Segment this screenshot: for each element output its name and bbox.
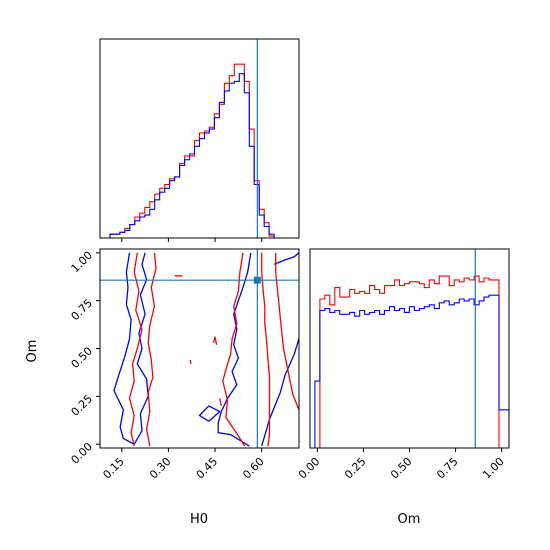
contour-red	[189, 359, 192, 364]
om-x-tick-label: 0.50	[388, 455, 415, 482]
om-hist-series-red	[314, 275, 509, 448]
joint-y-tick-label: 0.50	[69, 344, 96, 371]
xlabel-om: Om	[398, 512, 421, 527]
contour-red	[128, 252, 143, 447]
contour-blue	[198, 405, 221, 422]
om-hist-bars	[314, 275, 509, 448]
contour-red	[145, 252, 157, 447]
h0-hist-series-red	[100, 63, 299, 239]
joint-y-tick-label: 0.00	[69, 440, 96, 467]
contour-blue	[261, 336, 299, 447]
contour-red	[212, 336, 218, 345]
h0-om-joint-panel: 0.15 0.30 0.45 0.60 0.00 0.25 0.50 0.75 1.00	[69, 248, 300, 482]
contour-blue	[217, 252, 252, 447]
contour-blue	[273, 252, 299, 265]
joint-truth-marker	[253, 276, 261, 284]
contour-red	[222, 252, 246, 447]
om-marginal-panel: 0.00 0.25 0.50 0.75 1.00	[296, 248, 510, 482]
joint-x-tick-label: 0.45	[194, 455, 221, 482]
om-x-tick-label: 0.25	[342, 455, 369, 482]
joint-x-tick-label: 0.30	[147, 455, 174, 482]
om-x-tick-label: 0.00	[296, 455, 323, 482]
contour-red	[219, 398, 222, 407]
h0-hist-series-blue	[100, 73, 299, 239]
h0-hist-frame	[99, 38, 300, 239]
joint-x-tick-label: 0.60	[240, 455, 267, 482]
ylabel-om: Om	[25, 340, 40, 363]
joint-x-tick-label: 0.15	[100, 455, 127, 482]
om-x-tick-label: 0.75	[434, 455, 461, 482]
joint-y-tick-label: 0.75	[69, 297, 96, 324]
xlabel-h0: H0	[190, 512, 208, 527]
contour-blue	[113, 252, 149, 445]
joint-y-tick-label: 0.25	[69, 392, 96, 419]
joint-y-tick-label: 1.00	[69, 249, 96, 276]
contour-red	[275, 252, 299, 410]
om-x-tick-label: 1.00	[480, 455, 507, 482]
contour-red	[261, 252, 271, 447]
h0-marginal-panel	[99, 38, 300, 242]
joint-contours	[113, 252, 299, 447]
om-hist-series-blue	[314, 294, 509, 448]
